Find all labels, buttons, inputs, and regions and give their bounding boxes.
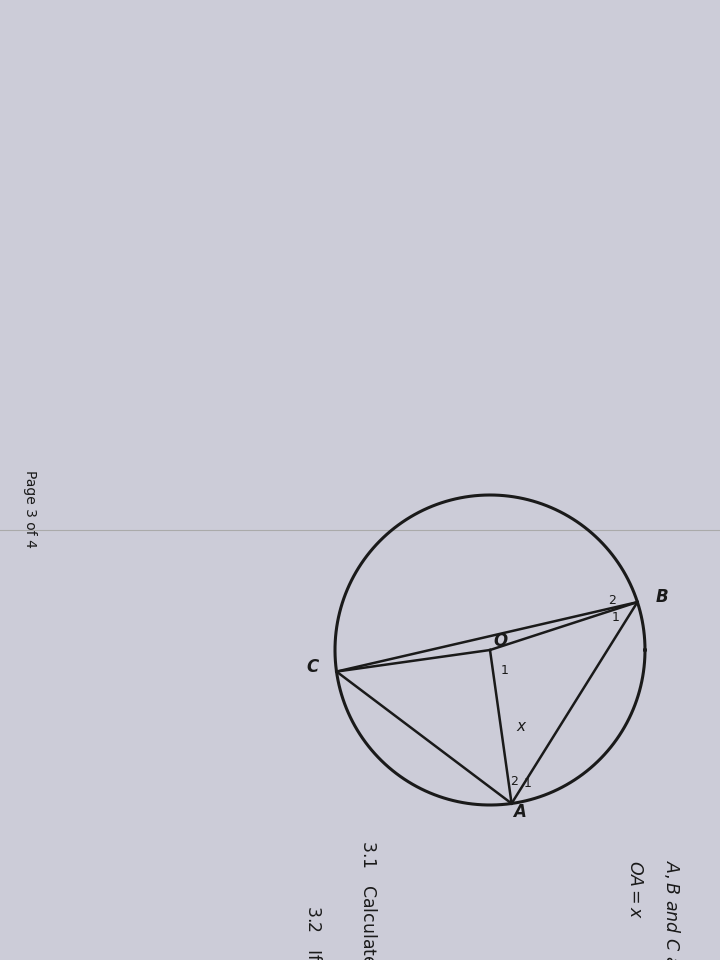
Text: $A, B$ and $C$ are points on the circle with centre $O$ such that $AB = BC = \df: $A, B$ and $C$ are points on the circle … — [652, 860, 688, 960]
Text: 3.1   Calculate the size of $\hat{O}_1$ rounded off to the nearest degree.: 3.1 Calculate the size of $\hat{O}_1$ ro… — [356, 840, 384, 960]
Text: x: x — [516, 719, 526, 734]
Text: 1: 1 — [501, 663, 509, 677]
Text: A: A — [513, 804, 526, 822]
Text: 2: 2 — [510, 775, 518, 788]
Text: $OA = x$: $OA = x$ — [626, 860, 644, 920]
Text: 3.2   If $\hat{O}_1 = 97°$ and $x = 10$ cm, calculate the length of $AC$ correct: 3.2 If $\hat{O}_1 = 97°$ and $x = 10$ cm… — [301, 905, 329, 960]
Text: 2: 2 — [608, 593, 616, 607]
Text: 1: 1 — [611, 611, 619, 624]
Text: B: B — [655, 588, 668, 606]
Text: C: C — [306, 658, 318, 676]
Text: 1: 1 — [523, 777, 531, 790]
Text: O: O — [493, 632, 507, 650]
Text: Page 3 of 4: Page 3 of 4 — [23, 470, 37, 548]
